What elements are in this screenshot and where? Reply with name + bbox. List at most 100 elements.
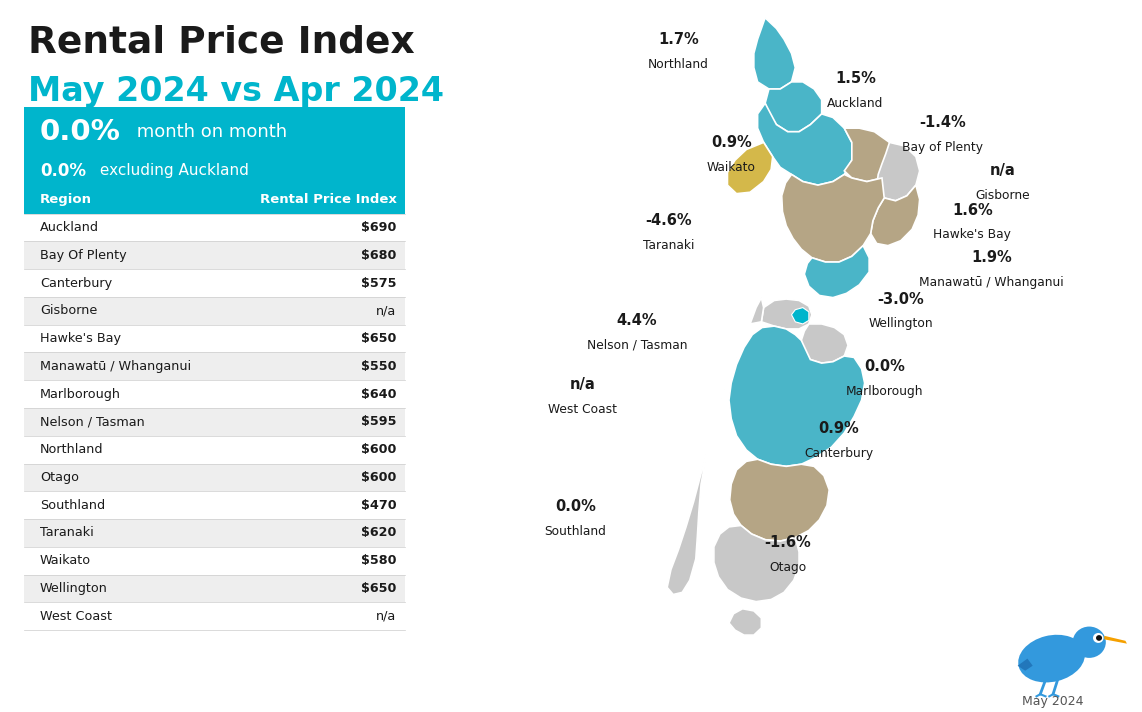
Text: Rental Price Index: Rental Price Index xyxy=(27,25,415,61)
Text: -1.6%: -1.6% xyxy=(764,535,811,550)
Text: $640: $640 xyxy=(361,387,396,401)
Text: 1.9%: 1.9% xyxy=(971,250,1012,266)
Text: May 2024 vs Apr 2024: May 2024 vs Apr 2024 xyxy=(27,75,443,108)
Polygon shape xyxy=(802,324,849,363)
Text: Nelson / Tasman: Nelson / Tasman xyxy=(40,415,145,429)
Text: Wellington: Wellington xyxy=(40,582,107,595)
FancyBboxPatch shape xyxy=(24,107,404,189)
Text: n/a: n/a xyxy=(570,377,596,392)
Text: 0.9%: 0.9% xyxy=(710,135,751,150)
Text: Otago: Otago xyxy=(40,471,79,484)
FancyBboxPatch shape xyxy=(24,352,404,380)
Text: $595: $595 xyxy=(361,415,396,429)
Text: $550: $550 xyxy=(361,360,396,373)
Text: 1.5%: 1.5% xyxy=(835,70,876,86)
Polygon shape xyxy=(729,609,762,635)
Text: $580: $580 xyxy=(361,554,396,567)
Text: $600: $600 xyxy=(361,443,396,456)
Text: Taranaki: Taranaki xyxy=(40,526,94,540)
Polygon shape xyxy=(1104,636,1127,644)
Circle shape xyxy=(1096,635,1102,641)
FancyBboxPatch shape xyxy=(24,464,404,491)
Text: -3.0%: -3.0% xyxy=(877,291,924,307)
Polygon shape xyxy=(804,246,869,298)
Text: Hawke's Bay: Hawke's Bay xyxy=(40,332,121,345)
Text: 0.0%: 0.0% xyxy=(555,499,596,515)
Text: -1.4%: -1.4% xyxy=(919,115,966,130)
Text: n/a: n/a xyxy=(377,304,396,318)
Text: Southland: Southland xyxy=(545,525,606,538)
Polygon shape xyxy=(667,298,764,595)
FancyBboxPatch shape xyxy=(24,575,404,602)
Polygon shape xyxy=(729,326,864,466)
Text: 0.0%: 0.0% xyxy=(40,117,121,146)
Text: Taranaki: Taranaki xyxy=(643,239,694,252)
Text: -4.6%: -4.6% xyxy=(645,213,692,229)
Text: Manawatū / Whanganui: Manawatū / Whanganui xyxy=(919,276,1063,289)
Text: Region: Region xyxy=(40,193,91,206)
Polygon shape xyxy=(765,82,822,132)
Polygon shape xyxy=(791,308,809,324)
Text: $620: $620 xyxy=(361,526,396,540)
Circle shape xyxy=(1072,627,1105,658)
Polygon shape xyxy=(870,185,919,246)
Text: Marlborough: Marlborough xyxy=(845,385,923,398)
Text: Nelson / Tasman: Nelson / Tasman xyxy=(587,339,687,352)
Text: n/a: n/a xyxy=(377,609,396,623)
Text: Manawatū / Whanganui: Manawatū / Whanganui xyxy=(40,360,191,373)
Text: West Coast: West Coast xyxy=(548,403,617,416)
Text: Waikato: Waikato xyxy=(40,554,91,567)
FancyBboxPatch shape xyxy=(24,297,404,325)
FancyBboxPatch shape xyxy=(24,408,404,436)
Ellipse shape xyxy=(1019,635,1085,682)
Polygon shape xyxy=(782,174,884,262)
Text: Northland: Northland xyxy=(40,443,103,456)
FancyBboxPatch shape xyxy=(24,519,404,547)
Text: excluding Auckland: excluding Auckland xyxy=(95,163,249,179)
Polygon shape xyxy=(762,299,812,329)
Text: Bay of Plenty: Bay of Plenty xyxy=(902,141,983,154)
Text: Wellington: Wellington xyxy=(869,318,933,330)
Text: Canterbury: Canterbury xyxy=(40,276,112,290)
Text: 1.6%: 1.6% xyxy=(952,202,992,218)
Polygon shape xyxy=(754,18,795,89)
Polygon shape xyxy=(844,128,898,182)
Polygon shape xyxy=(727,142,773,194)
Text: Rental Price Index: Rental Price Index xyxy=(259,193,396,206)
Text: Otago: Otago xyxy=(769,561,806,574)
Text: Auckland: Auckland xyxy=(40,221,99,234)
Text: Gisborne: Gisborne xyxy=(975,189,1030,202)
Text: May 2024: May 2024 xyxy=(1022,696,1084,708)
Polygon shape xyxy=(714,525,799,602)
Text: n/a: n/a xyxy=(990,163,1015,179)
Text: Gisborne: Gisborne xyxy=(40,304,97,318)
FancyBboxPatch shape xyxy=(24,241,404,269)
Text: Canterbury: Canterbury xyxy=(804,447,874,460)
Text: $600: $600 xyxy=(361,471,396,484)
Text: Southland: Southland xyxy=(40,498,105,512)
Text: Auckland: Auckland xyxy=(828,97,884,110)
Text: $690: $690 xyxy=(361,221,396,234)
Text: Waikato: Waikato xyxy=(707,161,756,174)
Text: $650: $650 xyxy=(361,332,396,345)
Text: $575: $575 xyxy=(361,276,396,290)
Text: 4.4%: 4.4% xyxy=(617,313,658,328)
Text: Bay Of Plenty: Bay Of Plenty xyxy=(40,248,127,262)
Polygon shape xyxy=(877,142,919,201)
Polygon shape xyxy=(1018,659,1032,671)
Text: Hawke's Bay: Hawke's Bay xyxy=(933,229,1012,241)
Text: 1.7%: 1.7% xyxy=(658,31,699,47)
Text: $680: $680 xyxy=(361,248,396,262)
Text: 0.0%: 0.0% xyxy=(40,162,86,180)
Text: Marlborough: Marlborough xyxy=(40,387,121,401)
Text: month on month: month on month xyxy=(131,122,287,141)
Text: $470: $470 xyxy=(361,498,396,512)
Text: 0.0%: 0.0% xyxy=(863,359,904,375)
Text: Northland: Northland xyxy=(648,58,709,70)
Text: 0.9%: 0.9% xyxy=(819,421,860,436)
Polygon shape xyxy=(757,103,852,185)
Polygon shape xyxy=(730,459,829,541)
FancyBboxPatch shape xyxy=(24,186,404,214)
Circle shape xyxy=(1093,633,1103,643)
Text: $650: $650 xyxy=(361,582,396,595)
